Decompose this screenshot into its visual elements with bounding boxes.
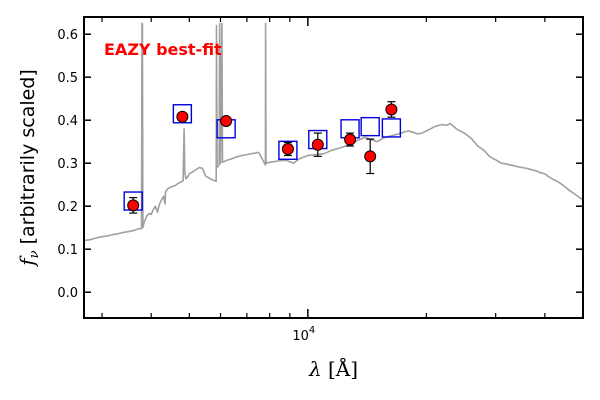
observed-point-3 [220, 115, 233, 128]
y-tick-label: 0.6 [57, 28, 78, 43]
observed-point-2 [176, 110, 189, 123]
observed-marker [127, 199, 140, 212]
observed-marker [176, 110, 189, 123]
x-axis-label: λ [Å] [308, 356, 358, 381]
annotation-label: EAZY best-fit [104, 40, 222, 59]
observed-point-8 [385, 101, 398, 118]
axes-layer [83, 16, 584, 319]
model-photometry-marker-4 [278, 140, 298, 161]
observed-marker [344, 133, 357, 146]
axis-labels-layer: 0.0 0.1 0.2 0.3 0.4 0.5 0.6 104 λ [Å] fν [arbitra… [15, 28, 358, 381]
y-tick-label: 0.5 [57, 71, 78, 86]
observed-point-1 [127, 197, 140, 214]
observed-photometry-layer [127, 101, 398, 214]
y-tick-label: 0.1 [57, 243, 78, 258]
y-axis-label: fν [arbitrarily scaled] [15, 69, 42, 268]
observed-point-4 [281, 141, 294, 157]
model-photometry-marker-7 [360, 116, 380, 137]
x-axis-unit: [Å] [328, 356, 358, 381]
observed-point-6 [344, 132, 357, 147]
y-tick-label: 0.3 [57, 157, 78, 172]
observed-point-5 [311, 132, 324, 157]
y-tick-label: 0.4 [57, 114, 78, 129]
observed-marker [281, 143, 294, 156]
model-photometry-marker-8 [381, 118, 402, 138]
observed-point-7 [364, 138, 377, 175]
observed-marker [385, 103, 398, 116]
y-tick-label: 0.2 [57, 200, 78, 215]
y-axis-unit: [arbitrarily scaled] [17, 69, 39, 250]
observed-marker [220, 115, 233, 128]
model-spectrum-line [84, 22, 583, 242]
y-axis-subscript: ν [27, 250, 42, 258]
x-tick-exponent: 4 [309, 325, 315, 336]
y-tick-label: 0.0 [57, 286, 78, 301]
plot-frame [83, 16, 584, 319]
observed-marker [311, 138, 324, 151]
observed-marker [364, 150, 377, 163]
model-spectrum-layer [84, 22, 583, 242]
x-axis-symbol: λ [308, 357, 328, 381]
x-tick-label: 104 [292, 325, 315, 344]
